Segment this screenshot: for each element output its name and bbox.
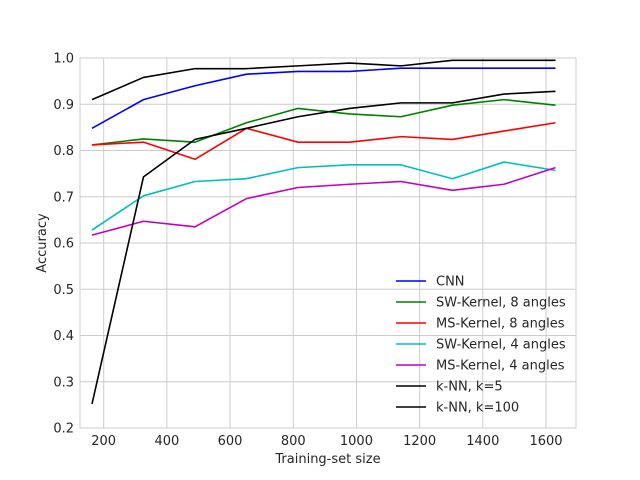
y-tick-label: 1.0: [53, 52, 74, 67]
x-tick-label: 1200: [403, 434, 436, 449]
y-tick-label: 0.3: [53, 375, 74, 390]
y-tick-label: 0.9: [53, 98, 74, 113]
x-tick-label: 1400: [466, 434, 499, 449]
legend: CNN SW-Kernel, 8 angles MS-Kernel, 8 angle…: [396, 275, 566, 416]
legend-label: CNN: [436, 275, 465, 290]
y-tick-label: 0.4: [53, 329, 74, 344]
y-tick-label: 0.2: [53, 422, 74, 437]
x-tick-label: 200: [91, 434, 116, 449]
series-layer: [91, 59, 556, 405]
legend-label: MS-Kernel, 8 angles: [436, 317, 565, 332]
y-tick-label: 0.5: [53, 283, 74, 298]
x-tick-label: 600: [218, 434, 243, 449]
series-line-k-nn-k-100: [91, 59, 556, 101]
x-tick-label: 1600: [529, 434, 562, 449]
x-tick-label: 1000: [340, 434, 373, 449]
plot-frame: [79, 57, 577, 429]
y-axis-title: Accuracy: [35, 213, 50, 273]
legend-label: SW-Kernel, 8 angles: [436, 296, 566, 311]
series-line-sw-kernel-4-angles: [91, 161, 556, 231]
x-tick-label: 400: [154, 434, 179, 449]
legend-label: k-NN, k=5: [436, 380, 503, 395]
series-line-sw-kernel-8-angles: [91, 98, 556, 146]
y-tick-label: 0.6: [53, 237, 74, 252]
series-line-k-nn-k-5: [91, 90, 556, 405]
x-axis-title: Training-set size: [274, 452, 380, 467]
y-tick-label: 0.7: [53, 190, 74, 205]
legend-label: SW-Kernel, 4 angles: [436, 338, 566, 353]
legend-label: k-NN, k=100: [436, 401, 519, 416]
x-tick-labels: 200 400 600 800 1000 1200 1400 1600: [91, 434, 562, 449]
legend-label: MS-Kernel, 4 angles: [436, 359, 565, 374]
series-line-ms-kernel-4-angles: [91, 166, 556, 236]
x-tick-label: 800: [281, 434, 306, 449]
y-tick-labels: 0.2 0.3 0.4 0.5 0.6 0.7 0.8 0.9 1.0: [53, 52, 74, 437]
y-tick-label: 0.8: [53, 144, 74, 159]
series-line-ms-kernel-8-angles: [91, 121, 556, 161]
series-line-cnn: [91, 67, 556, 129]
